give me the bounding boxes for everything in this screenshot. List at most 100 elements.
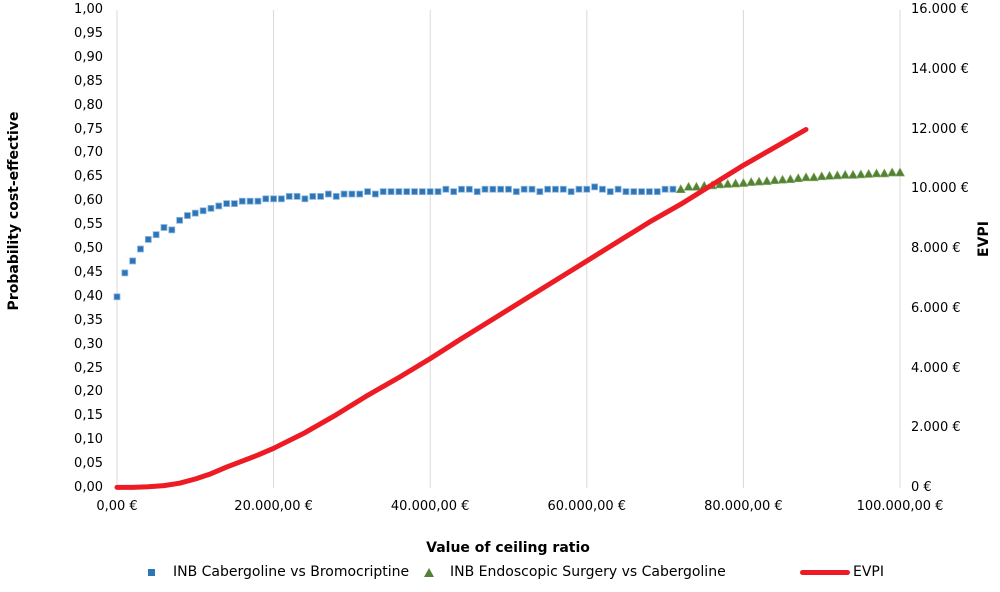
square-marker [669,185,677,193]
triangle-marker [801,172,812,182]
square-marker [465,185,473,193]
left-tick-label: 0,40 [74,288,103,304]
triangle-marker [675,184,686,194]
triangle-marker [730,178,741,188]
square-marker [348,190,356,198]
square-marker [176,216,184,224]
triangle-marker [887,167,898,177]
square-marker [246,197,254,205]
right-tick-label: 16.000 € [911,2,969,17]
left-tick-label: 0,00 [74,480,103,495]
left-tick-label: 0,95 [74,25,103,41]
legend-label: INB Endoscopic Surgery vs Cabergoline [450,564,726,580]
square-marker [278,195,285,203]
square-marker [489,185,497,193]
square-marker [215,202,223,210]
square-marker [285,193,293,200]
square-marker [223,200,231,207]
legend-item-evpi: EVPI [800,562,884,582]
square-marker [630,188,638,196]
left-axis-title: Probability cost-effective [6,111,22,311]
square-marker [622,188,630,196]
square-marker [262,195,270,203]
x-tick-label: 100.000,00 € [856,499,944,514]
square-marker [606,188,614,196]
triangle-marker [840,169,851,179]
square-marker [332,193,340,200]
square-marker [497,185,505,193]
left-tick-label: 0,50 [74,241,103,256]
right-tick-label: 14.000 € [911,61,969,77]
square-marker [411,188,418,196]
x-axis-title: Value of ceiling ratio [426,540,590,556]
square-marker [591,183,599,191]
left-tick-label: 0,05 [74,456,103,472]
square-marker [301,195,309,203]
square-marker [371,190,379,198]
right-tick-label: 0 € [911,480,932,495]
square-marker [137,245,144,253]
left-tick-label: 0,55 [74,217,103,233]
triangle-marker [832,170,843,180]
right-tick-label: 4.000 € [911,360,961,376]
square-marker [379,188,387,196]
triangle-marker [793,173,804,183]
left-tick-label: 1,00 [74,2,103,17]
left-tick-label: 0,35 [74,312,103,328]
triangle-marker [691,181,702,191]
square-marker [403,188,411,196]
square-marker [113,293,121,301]
triangle-marker [808,172,819,182]
triangle-marker [722,178,733,188]
triangle-marker [785,174,796,184]
triangle-marker [879,168,890,178]
square-marker [536,188,544,196]
left-tick-label: 0,25 [74,360,103,376]
square-marker [426,188,434,196]
square-marker [364,188,371,196]
square-marker [199,207,207,215]
square-marker [653,188,661,196]
square-marker [387,188,395,196]
left-tick-label: 0,30 [74,336,103,352]
square-marker [168,226,176,234]
triangle-marker [761,176,772,185]
right-tick-label: 6.000 € [911,300,961,316]
square-marker [317,193,324,200]
left-tick-label: 0,60 [74,193,103,209]
x-tick-label: 40.000,00 € [390,499,470,514]
left-tick-label: 0,45 [74,264,103,280]
triangle-marker [848,169,859,179]
legend-label: INB Cabergoline vs Bromocriptine [173,564,410,580]
square-marker [207,204,215,212]
evpi-line [114,127,809,490]
legend-item-inb-cabergoline-vs-bromocriptine: INB Cabergoline vs Bromocriptine [148,562,409,582]
triangle-marker [683,181,694,191]
triangle-marker [824,170,835,180]
left-tick-label: 0,10 [74,432,103,448]
right-tick-label: 12.000 € [911,121,969,137]
square-marker [270,195,278,203]
left-tick-label: 0,75 [74,121,103,137]
left-tick-label: 0,70 [74,145,103,161]
square-marker [528,185,536,193]
right-axis-title: EVPI [976,221,992,257]
square-marker [638,188,646,196]
square-marker [129,257,137,265]
right-tick-label: 8.000 € [911,241,961,256]
square-marker [473,188,481,196]
triangle-marker [769,175,780,184]
square-marker [152,231,160,239]
triangle-marker [855,169,866,179]
right-tick-label: 10.000 € [911,181,969,197]
triangle-marker [738,177,749,187]
square-marker [434,188,442,196]
green-triangle-marker-icon [424,567,434,577]
triangle-marker [746,176,757,186]
x-tick-label: 0,00 € [96,499,138,514]
left-tick-label: 0,65 [74,169,103,185]
square-marker [293,193,301,200]
x-tick-label: 60.000,00 € [547,499,627,514]
left-tick-label: 0,90 [74,49,103,65]
